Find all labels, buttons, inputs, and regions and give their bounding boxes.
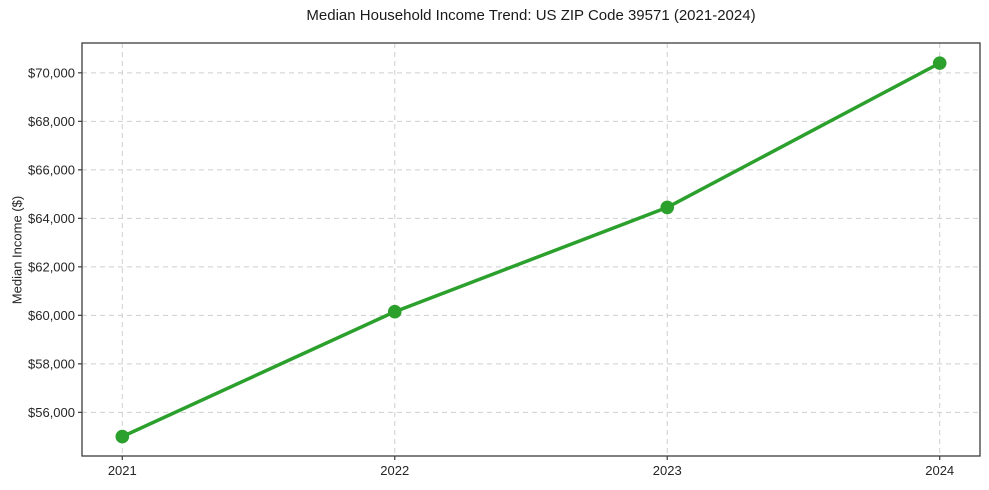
axis-frame bbox=[81, 42, 981, 457]
y-tick-label: $62,000 bbox=[28, 259, 75, 274]
x-tick-label: 2021 bbox=[108, 463, 137, 478]
data-point-2024 bbox=[932, 56, 947, 70]
y-tick-label: $60,000 bbox=[28, 308, 75, 323]
x-tick-label: 2022 bbox=[380, 463, 409, 478]
data-point-2022 bbox=[387, 304, 402, 319]
chart-title: Median Household Income Trend: US ZIP Co… bbox=[306, 7, 756, 24]
y-tick-label: $56,000 bbox=[28, 405, 75, 420]
x-tick-label: 2024 bbox=[925, 463, 954, 478]
trend-line bbox=[120, 61, 942, 439]
y-tick-label: $68,000 bbox=[28, 114, 75, 129]
data-point-2021 bbox=[115, 429, 130, 444]
y-tick-label: $58,000 bbox=[28, 356, 75, 371]
x-tick-label: 2023 bbox=[653, 463, 682, 478]
y-tick-label: $64,000 bbox=[28, 211, 75, 226]
data-point-2023 bbox=[660, 200, 675, 215]
y-tick-label: $70,000 bbox=[28, 65, 75, 80]
y-tick-label: $66,000 bbox=[28, 162, 75, 177]
